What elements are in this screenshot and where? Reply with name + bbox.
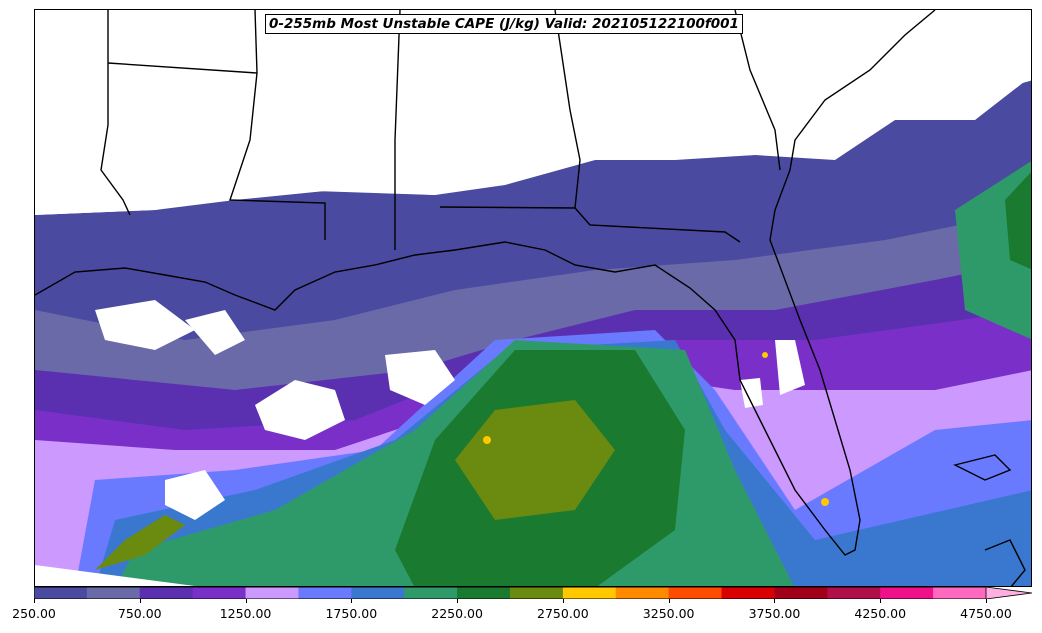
colorbar-segment xyxy=(562,587,617,599)
colorbar-tick-label: 2750.00 xyxy=(537,606,589,621)
colorbar-segment xyxy=(192,587,247,599)
state-border xyxy=(394,10,401,250)
colorbar-tick-mark xyxy=(245,599,247,603)
cape-region-green-east xyxy=(1005,172,1031,270)
colorbar-tick-label: 2250.00 xyxy=(431,606,483,621)
coastline xyxy=(35,10,936,556)
colorbar-tick-mark xyxy=(457,599,459,603)
colorbar-segment xyxy=(668,587,723,599)
colorbar xyxy=(34,587,1033,599)
colorbar-segment xyxy=(245,587,299,599)
cape-fill-layer xyxy=(35,10,1031,586)
cape-hole xyxy=(740,378,763,408)
cape-hole-north xyxy=(35,10,1031,215)
cape-peak-yellow xyxy=(821,498,829,506)
colorbar-tick-mark xyxy=(774,599,776,603)
state-border xyxy=(734,10,781,171)
colorbar-extend-arrow xyxy=(985,587,1033,599)
cape-hole xyxy=(165,470,225,520)
colorbar-segment xyxy=(774,587,828,599)
colorbar-tick-mark xyxy=(139,599,141,603)
boundaries xyxy=(35,10,1026,586)
colorbar-segment xyxy=(827,587,881,599)
cape-region-olive-sw xyxy=(95,515,185,570)
colorbar-segment xyxy=(880,587,934,599)
colorbar-tick-label: 250.00 xyxy=(12,606,56,621)
state-border xyxy=(100,10,131,216)
colorbar-tick-mark xyxy=(562,599,564,603)
colorbar-segment xyxy=(615,587,670,599)
cape-peak-yellow xyxy=(483,436,491,444)
colorbar-tick-mark xyxy=(880,599,882,603)
colorbar-tick-label: 1250.00 xyxy=(219,606,272,621)
colorbar-segment xyxy=(510,587,564,599)
state-border xyxy=(107,62,258,74)
colorbar-tick-label: 3750.00 xyxy=(748,606,801,621)
colorbar-tick-mark xyxy=(668,599,670,603)
cape-hole xyxy=(95,300,195,350)
colorbar-tick-label: 4250.00 xyxy=(854,606,907,621)
state-border xyxy=(952,454,1012,481)
colorbar-segment xyxy=(457,587,511,599)
colorbar-tick-label: 3250.00 xyxy=(642,606,695,621)
cape-region-olive xyxy=(455,400,615,520)
colorbar-segment xyxy=(139,587,194,599)
colorbar-segment xyxy=(351,587,405,599)
cape-map xyxy=(35,10,1031,586)
map-panel xyxy=(34,9,1032,587)
state-border xyxy=(984,539,1026,586)
cape-hole xyxy=(385,350,455,405)
cape-peak-yellow xyxy=(762,352,768,358)
colorbar-tick-mark xyxy=(34,599,35,603)
colorbar-tick-label: 4750.00 xyxy=(960,606,1012,621)
colorbar-segment xyxy=(404,587,458,599)
colorbar-tick-label: 1750.00 xyxy=(325,606,378,621)
colorbar-segment xyxy=(721,587,775,599)
colorbar-tick-mark xyxy=(351,599,353,603)
map-title: 0-255mb Most Unstable CAPE (J/kg) Valid:… xyxy=(265,14,743,34)
cape-hole xyxy=(185,310,245,355)
colorbar-tick-label: 750.00 xyxy=(117,606,162,621)
colorbar-segment xyxy=(933,587,987,599)
cape-hole xyxy=(255,380,345,440)
colorbar-segment xyxy=(34,587,88,599)
state-border xyxy=(229,10,326,240)
colorbar-tick-mark xyxy=(986,599,987,603)
state-border xyxy=(554,10,581,209)
colorbar-segment xyxy=(298,587,352,599)
colorbar-segment xyxy=(86,587,141,599)
state-border xyxy=(439,206,741,243)
cape-hole xyxy=(775,340,805,395)
